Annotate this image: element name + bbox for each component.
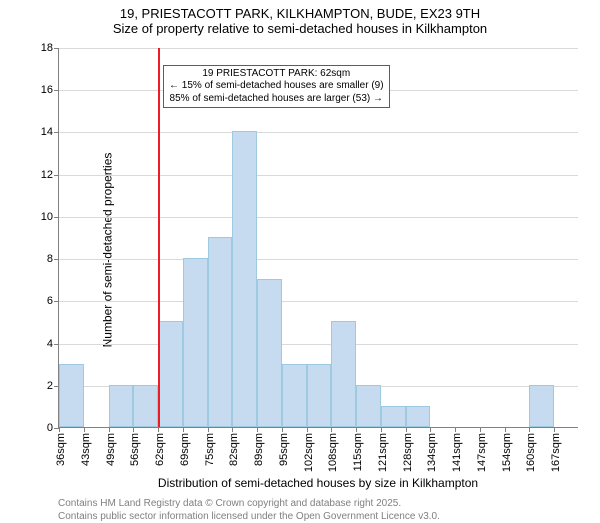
ytick-label: 0 [47,422,53,434]
histogram-bar [208,237,233,427]
ytick-label: 8 [47,253,53,265]
histogram-bar [133,385,158,427]
xtick-mark [307,427,308,432]
ytick-label: 12 [41,169,53,181]
xtick-mark [84,427,85,432]
ytick-mark [54,132,59,133]
ytick-label: 14 [41,126,53,138]
histogram-bar [232,131,257,427]
xtick-label: 115sqm [352,433,364,471]
xtick-label: 160sqm [525,433,537,472]
xtick-mark [183,427,184,432]
histogram-bar [257,279,282,427]
gridline [59,259,578,260]
annotation-line1: 19 PRIESTACOTT PARK: 62sqm [169,68,384,81]
title-line1: 19, PRIESTACOTT PARK, KILKHAMPTON, BUDE,… [0,6,600,21]
xtick-label: 134sqm [426,433,438,472]
gridline [59,175,578,176]
ytick-label: 4 [47,338,53,350]
xtick-mark [356,427,357,432]
xtick-mark [158,427,159,432]
xtick-mark [331,427,332,432]
ytick-label: 18 [41,42,53,54]
xtick-mark [480,427,481,432]
footer-attribution: Contains HM Land Registry data © Crown c… [58,498,440,523]
xtick-mark [133,427,134,432]
histogram-bar [183,258,208,427]
xtick-mark [406,427,407,432]
xtick-mark [505,427,506,432]
ytick-mark [54,344,59,345]
xtick-label: 89sqm [253,433,265,466]
histogram-bar [158,321,183,427]
ytick-label: 16 [41,84,53,96]
ytick-mark [54,217,59,218]
xtick-mark [282,427,283,432]
xtick-mark [455,427,456,432]
histogram-bar [282,364,307,427]
xtick-mark [59,427,60,432]
xtick-mark [430,427,431,432]
footer-line2: Contains public sector information licen… [58,511,440,523]
histogram-bar [109,385,134,427]
chart-title: 19, PRIESTACOTT PARK, KILKHAMPTON, BUDE,… [0,6,600,36]
xtick-label: 128sqm [402,433,414,472]
title-line2: Size of property relative to semi-detach… [0,21,600,36]
gridline [59,132,578,133]
ytick-mark [54,48,59,49]
gridline [59,48,578,49]
histogram-bar [59,364,84,427]
histogram-bar [381,406,406,427]
histogram-bar [307,364,332,427]
histogram-bar [529,385,554,427]
xtick-label: 108sqm [327,433,339,472]
ytick-mark [54,175,59,176]
xtick-label: 141sqm [451,433,463,472]
xtick-label: 75sqm [204,433,216,466]
xtick-mark [109,427,110,432]
xtick-mark [381,427,382,432]
xtick-mark [554,427,555,432]
ytick-mark [54,301,59,302]
annotation-line2: ← 15% of semi-detached houses are smalle… [169,80,384,93]
ytick-mark [54,90,59,91]
histogram-bar [331,321,356,427]
xtick-label: 36sqm [55,433,67,466]
xtick-label: 154sqm [501,433,513,472]
plot-area: 02468101214161836sqm43sqm49sqm56sqm62sqm… [58,48,578,428]
xtick-mark [529,427,530,432]
xtick-label: 147sqm [476,433,488,472]
ytick-label: 2 [47,380,53,392]
xtick-label: 62sqm [154,433,166,466]
gridline [59,301,578,302]
xtick-label: 121sqm [377,433,389,472]
xtick-label: 56sqm [129,433,141,466]
histogram-bar [356,385,381,427]
gridline [59,344,578,345]
ytick-label: 6 [47,295,53,307]
xtick-label: 102sqm [303,433,315,472]
ytick-mark [54,259,59,260]
xtick-label: 69sqm [179,433,191,466]
ytick-label: 10 [41,211,53,223]
gridline [59,217,578,218]
xtick-label: 43sqm [80,433,92,466]
xtick-label: 49sqm [105,433,117,466]
histogram-bar [406,406,431,427]
xtick-mark [208,427,209,432]
annotation-box: 19 PRIESTACOTT PARK: 62sqm ← 15% of semi… [163,65,390,109]
chart-container: 19, PRIESTACOTT PARK, KILKHAMPTON, BUDE,… [0,0,600,500]
annotation-line3: 85% of semi-detached houses are larger (… [169,93,384,106]
x-axis-label: Distribution of semi-detached houses by … [58,476,578,490]
xtick-label: 95sqm [278,433,290,466]
xtick-mark [232,427,233,432]
xtick-mark [257,427,258,432]
xtick-label: 82sqm [228,433,240,466]
xtick-label: 167sqm [550,433,562,472]
reference-line [158,48,160,427]
